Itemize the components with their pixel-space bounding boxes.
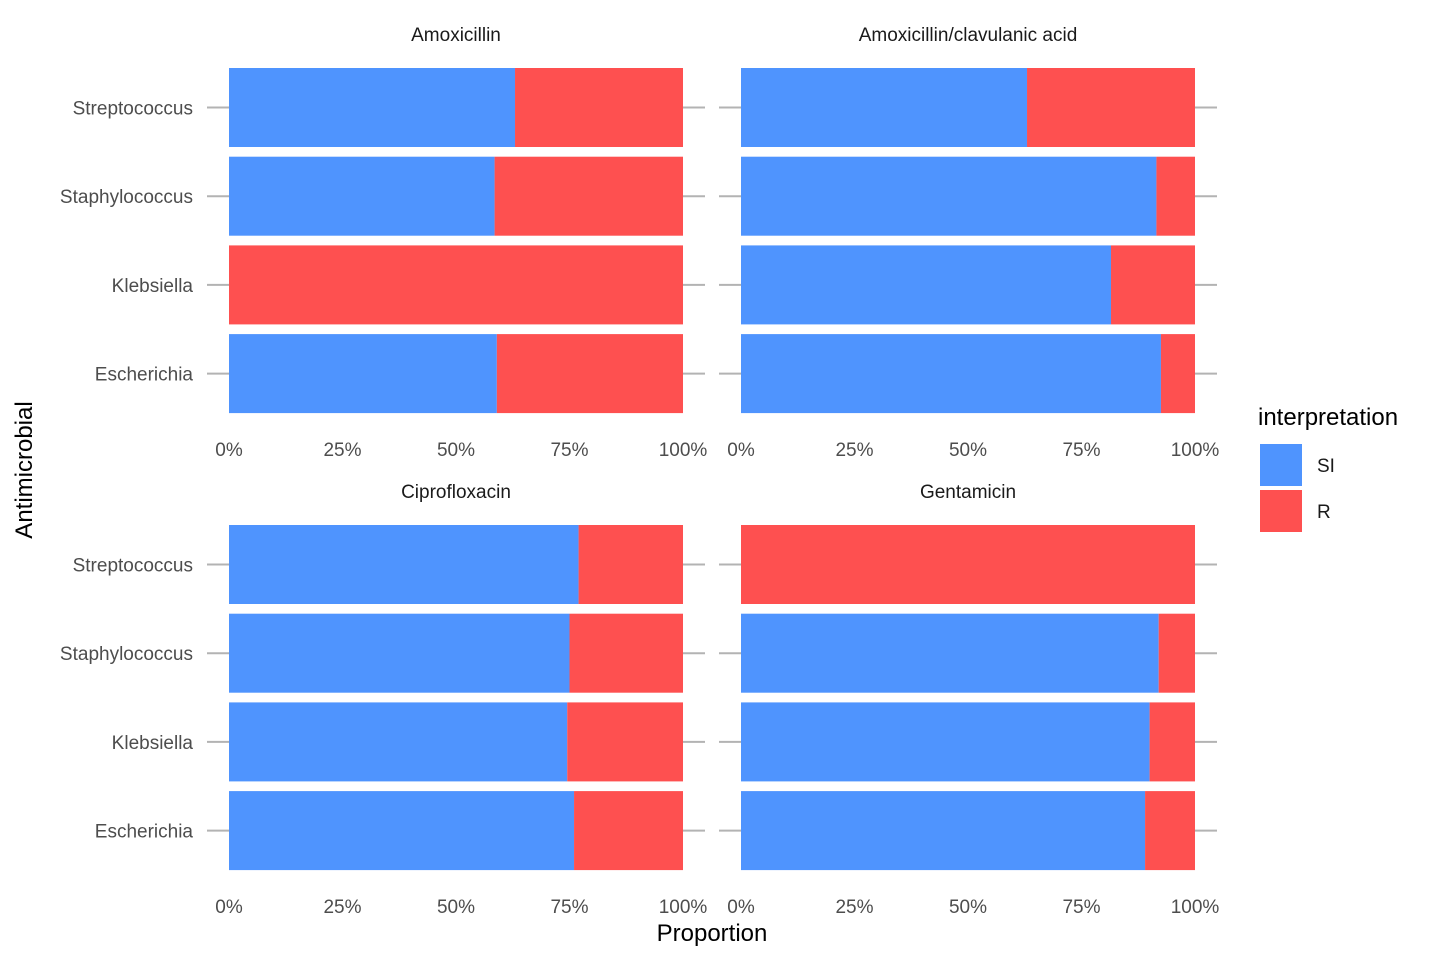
y-label-ciprofloxacin-streptococcus: Streptococcus <box>73 556 193 577</box>
x-tick-gentamicin-50: 50% <box>949 897 987 918</box>
legend-title: interpretation <box>1258 404 1398 431</box>
legend-swatch-r <box>1260 490 1302 532</box>
bar-si-amoxicillin-clavulanic-acid-staphylococcus <box>741 156 1157 236</box>
bar-r-ciprofloxacin-klebsiella <box>567 702 683 782</box>
bar-si-amoxicillin-clavulanic-acid-streptococcus <box>741 68 1028 147</box>
x-tick-amoxicillin-75: 75% <box>550 440 588 461</box>
bar-si-amoxicillin-staphylococcus <box>229 156 495 236</box>
legend-label-r: R <box>1317 502 1331 523</box>
bar-r-gentamicin-streptococcus <box>741 525 1195 604</box>
x-tick-amoxicillin-0: 0% <box>215 440 243 461</box>
x-tick-amoxicillin-clavulanic-acid-0: 0% <box>727 440 755 461</box>
x-tick-ciprofloxacin-100: 100% <box>659 897 708 918</box>
y-label-amoxicillin-staphylococcus: Staphylococcus <box>60 187 193 208</box>
facet-title-amoxicillin: Amoxicillin <box>411 25 501 46</box>
bar-r-amoxicillin-escherichia <box>496 334 683 414</box>
x-tick-gentamicin-0: 0% <box>727 897 755 918</box>
bar-si-amoxicillin-escherichia <box>229 334 497 414</box>
bar-si-ciprofloxacin-streptococcus <box>229 525 579 604</box>
facet-title-ciprofloxacin: Ciprofloxacin <box>401 482 511 503</box>
bar-si-amoxicillin-streptococcus <box>229 68 516 147</box>
bar-r-gentamicin-staphylococcus <box>1158 613 1195 693</box>
x-tick-amoxicillin-50: 50% <box>437 440 475 461</box>
x-tick-amoxicillin-25: 25% <box>323 440 361 461</box>
bar-r-amoxicillin-clavulanic-acid-streptococcus <box>1027 68 1195 147</box>
bar-r-ciprofloxacin-escherichia <box>574 791 683 871</box>
x-tick-amoxicillin-clavulanic-acid-25: 25% <box>835 440 873 461</box>
x-tick-gentamicin-75: 75% <box>1062 897 1100 918</box>
bar-r-amoxicillin-clavulanic-acid-staphylococcus <box>1156 156 1195 236</box>
bar-si-gentamicin-escherichia <box>741 791 1146 871</box>
x-tick-ciprofloxacin-25: 25% <box>323 897 361 918</box>
bar-r-ciprofloxacin-streptococcus <box>578 525 683 604</box>
legend-swatch-si <box>1260 444 1302 486</box>
bar-si-amoxicillin-clavulanic-acid-escherichia <box>741 334 1161 414</box>
x-tick-ciprofloxacin-50: 50% <box>437 897 475 918</box>
x-tick-amoxicillin-clavulanic-acid-50: 50% <box>949 440 987 461</box>
bar-r-gentamicin-escherichia <box>1145 791 1195 871</box>
y-axis-title: Antimicrobial <box>11 401 38 538</box>
bar-r-amoxicillin-streptococcus <box>515 68 683 147</box>
y-label-ciprofloxacin-klebsiella: Klebsiella <box>112 733 194 754</box>
bar-r-amoxicillin-staphylococcus <box>494 156 683 236</box>
bar-si-ciprofloxacin-klebsiella <box>229 702 568 782</box>
bar-si-gentamicin-staphylococcus <box>741 613 1159 693</box>
bar-si-ciprofloxacin-staphylococcus <box>229 613 570 693</box>
x-tick-gentamicin-100: 100% <box>1171 897 1220 918</box>
facet-title-amoxicillin-clavulanic-acid: Amoxicillin/clavulanic acid <box>859 25 1078 46</box>
y-label-ciprofloxacin-escherichia: Escherichia <box>95 822 194 843</box>
x-tick-ciprofloxacin-75: 75% <box>550 897 588 918</box>
x-tick-ciprofloxacin-0: 0% <box>215 897 243 918</box>
bar-r-amoxicillin-klebsiella <box>229 245 683 325</box>
bar-si-ciprofloxacin-escherichia <box>229 791 575 871</box>
x-tick-gentamicin-25: 25% <box>835 897 873 918</box>
bar-r-amoxicillin-clavulanic-acid-escherichia <box>1160 334 1195 414</box>
bar-si-gentamicin-klebsiella <box>741 702 1150 782</box>
x-axis-title: Proportion <box>657 920 768 947</box>
bar-r-gentamicin-klebsiella <box>1149 702 1195 782</box>
bar-si-amoxicillin-clavulanic-acid-klebsiella <box>741 245 1112 325</box>
y-label-amoxicillin-klebsiella: Klebsiella <box>112 276 194 297</box>
bar-r-amoxicillin-clavulanic-acid-klebsiella <box>1111 245 1195 325</box>
x-tick-amoxicillin-100: 100% <box>659 440 708 461</box>
facet-title-gentamicin: Gentamicin <box>920 482 1016 503</box>
bar-r-ciprofloxacin-staphylococcus <box>569 613 683 693</box>
y-label-amoxicillin-escherichia: Escherichia <box>95 365 194 386</box>
y-label-amoxicillin-streptococcus: Streptococcus <box>73 99 193 120</box>
y-label-ciprofloxacin-staphylococcus: Staphylococcus <box>60 644 193 665</box>
x-tick-amoxicillin-clavulanic-acid-100: 100% <box>1171 440 1220 461</box>
legend-label-si: SI <box>1317 456 1335 477</box>
x-tick-amoxicillin-clavulanic-acid-75: 75% <box>1062 440 1100 461</box>
